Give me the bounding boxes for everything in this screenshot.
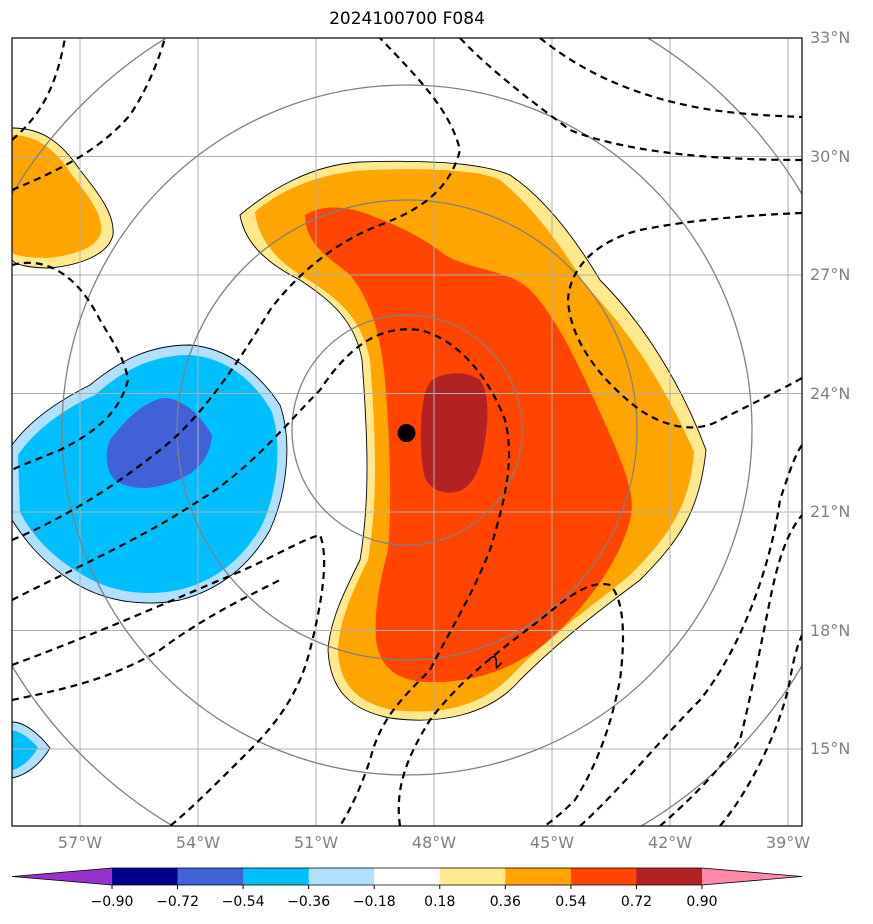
colorbar-segment — [243, 868, 310, 885]
lat-label: 15°N — [810, 739, 851, 758]
contour-outlines — [12, 127, 707, 779]
lat-lon-grid — [12, 38, 802, 826]
storm-center-marker — [397, 424, 416, 442]
range-ring-middle — [176, 199, 638, 661]
lat-label: 21°N — [810, 502, 851, 521]
colorbar-tick-label: −0.18 — [352, 894, 396, 910]
lat-label: 30°N — [810, 146, 851, 166]
lon-label: 45°W — [529, 833, 575, 852]
colorbar-segment — [439, 868, 506, 885]
lat-label: 27°N — [810, 265, 851, 284]
range-ring-outer — [61, 84, 753, 776]
colorbar-tick-label: −0.54 — [221, 894, 265, 910]
map-frame — [11, 37, 803, 827]
colorbar — [11, 867, 803, 889]
lon-label: 54°W — [175, 833, 221, 852]
colorbar-extend-max — [702, 868, 802, 885]
lon-label: 51°W — [293, 833, 339, 852]
colorbar-tick-label: −0.72 — [156, 894, 199, 910]
map-title: 2024100700 F084 — [329, 9, 485, 29]
colorbar-segment — [636, 868, 703, 885]
shade-0.72-0.90 — [420, 373, 488, 493]
colorbar-segment — [308, 868, 375, 885]
colorbar-tick-label: −0.36 — [287, 894, 331, 910]
dashed-contours — [12, 38, 802, 826]
colorbar-segment — [374, 868, 441, 885]
lon-label: 57°W — [57, 833, 103, 852]
colorbar-tick-label: 0.54 — [555, 894, 587, 910]
lat-label: 24°N — [810, 383, 851, 403]
colorbar-tick-label: 0.72 — [620, 894, 653, 910]
lat-label: 18°N — [810, 620, 851, 640]
range-rings — [12, 38, 802, 826]
colorbar-tick-label: 0.18 — [424, 894, 456, 910]
colorbar-extend-min — [12, 868, 112, 885]
shade-neg-0.54 — [106, 398, 212, 488]
colorbar-segment — [177, 868, 244, 885]
negative-anomaly-field — [12, 345, 287, 778]
colorbar-segment — [505, 868, 572, 885]
lon-label: 48°W — [411, 833, 457, 852]
lon-label: 39°W — [765, 833, 811, 852]
colorbar-tick-label: 0.90 — [686, 894, 718, 910]
positive-anomaly-field — [12, 128, 706, 721]
colorbar-segment — [112, 868, 179, 885]
lat-label: 33°N — [810, 28, 851, 47]
shade-neg-small-0.36 — [12, 730, 38, 770]
colorbar-tick-label: −0.90 — [90, 894, 134, 910]
shade-left-0.36 — [12, 135, 102, 258]
colorbar-segment — [570, 868, 637, 885]
lon-label: 42°W — [647, 833, 693, 852]
range-ring-inner — [291, 314, 523, 546]
colorbar-tick-label: 0.36 — [489, 894, 521, 910]
